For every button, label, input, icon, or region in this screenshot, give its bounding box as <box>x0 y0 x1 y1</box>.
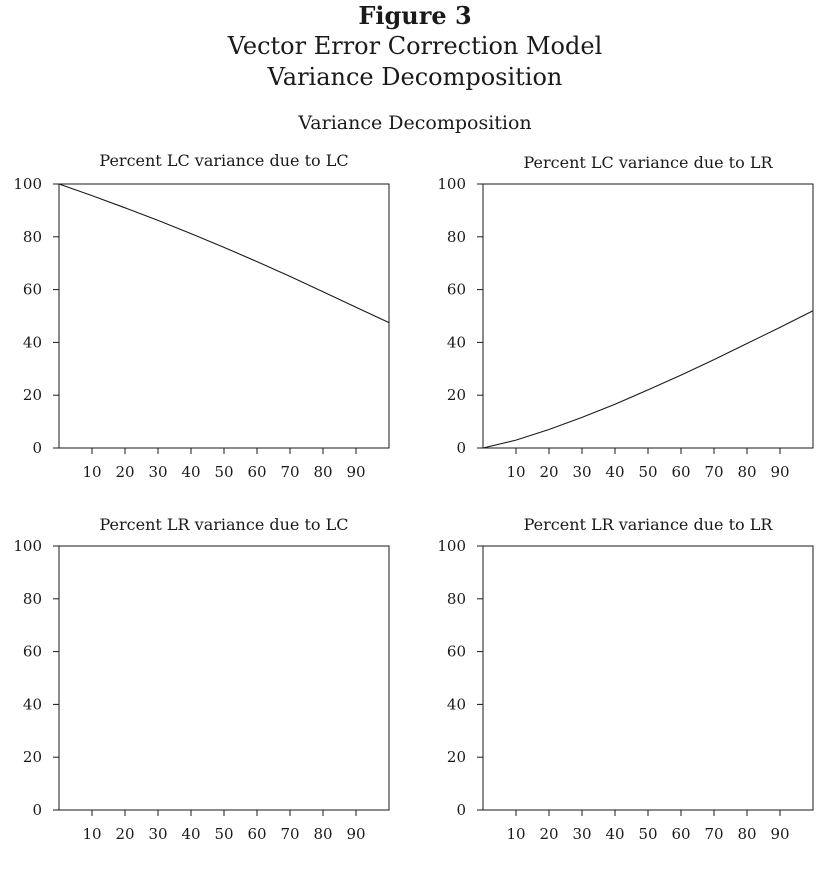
series-line-1 <box>482 310 814 449</box>
chart-title: Percent LR variance due to LC <box>100 515 349 534</box>
x-tick-label: 10 <box>82 463 101 481</box>
y-tick-label: 80 <box>447 228 466 246</box>
y-tick-label: 20 <box>447 748 466 766</box>
x-tick-label: 50 <box>638 825 657 843</box>
x-tick-label: 50 <box>638 463 657 481</box>
y-tick-label: 0 <box>32 439 42 457</box>
x-tick-label: 80 <box>313 825 332 843</box>
y-tick-label: 100 <box>13 175 42 193</box>
x-tick-label: 50 <box>214 463 233 481</box>
x-tick-label: 20 <box>539 463 558 481</box>
y-tick-label: 20 <box>23 386 42 404</box>
y-tick-label: 40 <box>23 333 42 351</box>
chart-title: Percent LR variance due to LR <box>524 515 774 534</box>
y-tick-label: 0 <box>456 439 466 457</box>
plot-frame <box>58 183 390 449</box>
y-tick-label: 60 <box>23 643 42 661</box>
x-tick-label: 80 <box>737 825 756 843</box>
y-tick-label: 20 <box>23 748 42 766</box>
y-tick-label: 80 <box>23 228 42 246</box>
x-tick-label: 10 <box>506 463 525 481</box>
plot-frame <box>482 545 814 811</box>
y-tick-label: 60 <box>23 281 42 299</box>
y-tick-label: 0 <box>456 801 466 819</box>
x-tick-label: 10 <box>506 825 525 843</box>
chart-panel-2: Percent LC variance due to LR 0 20 40 60 80 10… <box>437 153 814 481</box>
x-tick-label: 50 <box>214 825 233 843</box>
figure-title-line-2: Vector Error Correction Model <box>227 32 603 60</box>
x-tick-label: 30 <box>572 463 591 481</box>
chart-panel-1: Percent LC variance due to LC 0 20 40 60 80 10… <box>13 151 390 481</box>
x-tick-label: 20 <box>115 825 134 843</box>
y-tick-label: 0 <box>32 801 42 819</box>
x-tick-label: 40 <box>181 463 200 481</box>
y-tick-label: 100 <box>13 537 42 555</box>
x-tick-label: 30 <box>572 825 591 843</box>
chart-panel-3: Percent LR variance due to LC 0 20 40 60 80 10… <box>13 515 390 843</box>
x-tick-label: 40 <box>605 463 624 481</box>
x-tick-label: 90 <box>346 825 365 843</box>
x-tick-label: 80 <box>313 463 332 481</box>
x-tick-label: 30 <box>148 825 167 843</box>
x-tick-label: 40 <box>605 825 624 843</box>
y-tick-label: 20 <box>447 386 466 404</box>
x-tick-label: 70 <box>280 463 299 481</box>
x-tick-label: 40 <box>181 825 200 843</box>
y-tick-label: 80 <box>23 590 42 608</box>
x-tick-label: 90 <box>770 825 789 843</box>
x-tick-label: 60 <box>247 825 266 843</box>
x-tick-label: 90 <box>770 463 789 481</box>
figure-title-line-3: Variance Decomposition <box>267 63 563 91</box>
x-tick-label: 70 <box>704 825 723 843</box>
x-tick-label: 60 <box>671 463 690 481</box>
plot-frame <box>58 545 390 811</box>
y-tick-label: 80 <box>447 590 466 608</box>
y-tick-label: 60 <box>447 281 466 299</box>
x-tick-label: 60 <box>247 463 266 481</box>
x-tick-label: 30 <box>148 463 167 481</box>
y-tick-label: 40 <box>447 695 466 713</box>
figure-subtitle: Variance Decomposition <box>298 112 532 134</box>
chart-panel-4: Percent LR variance due to LR 0 20 40 60 80 10… <box>437 515 814 843</box>
x-tick-label: 90 <box>346 463 365 481</box>
y-tick-label: 100 <box>437 537 466 555</box>
chart-title: Percent LC variance due to LR <box>524 153 774 172</box>
x-tick-label: 60 <box>671 825 690 843</box>
x-tick-label: 10 <box>82 825 101 843</box>
series-line-1 <box>58 183 390 324</box>
x-tick-label: 20 <box>539 825 558 843</box>
y-tick-label: 100 <box>437 175 466 193</box>
figure-title-line-1: Figure 3 <box>358 1 472 30</box>
y-tick-label: 60 <box>447 643 466 661</box>
plot-frame <box>482 183 814 449</box>
x-tick-label: 80 <box>737 463 756 481</box>
chart-title: Percent LC variance due to LC <box>99 151 348 170</box>
x-tick-label: 20 <box>115 463 134 481</box>
y-tick-label: 40 <box>447 333 466 351</box>
y-tick-label: 40 <box>23 695 42 713</box>
x-tick-label: 70 <box>704 463 723 481</box>
x-tick-label: 70 <box>280 825 299 843</box>
